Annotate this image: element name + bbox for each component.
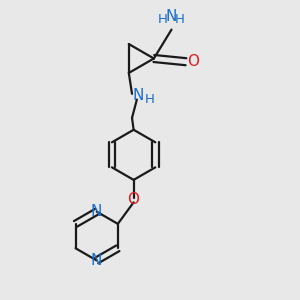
Text: H: H [145,93,154,106]
Text: N: N [132,88,143,103]
Text: N: N [166,9,177,24]
Text: O: O [128,192,140,207]
Text: H: H [175,14,185,26]
Text: O: O [187,54,199,69]
Text: H: H [158,14,168,26]
Text: N: N [91,253,102,268]
Text: N: N [91,204,102,219]
